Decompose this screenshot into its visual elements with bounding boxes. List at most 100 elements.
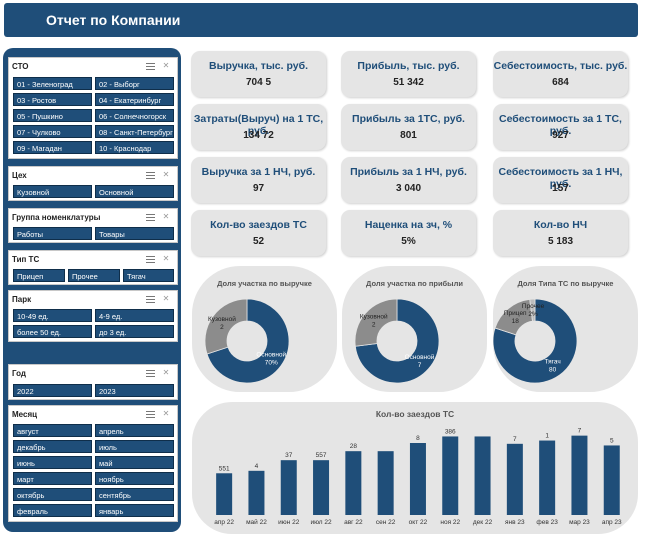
multi-select-icon[interactable] <box>146 256 155 263</box>
slicer-item-sto[interactable]: 03 - Ростов <box>13 93 92 106</box>
bar <box>313 460 330 515</box>
donut-title: Доля участка по прибыли <box>366 279 463 288</box>
bar-data-label: 4 <box>255 463 259 470</box>
slicer-item-sto[interactable]: 09 - Магадан <box>13 141 92 154</box>
slice-label: Прицеп <box>504 310 527 317</box>
slicer-item-park[interactable]: 4-9 ед. <box>95 309 174 322</box>
x-tick-label: сен 22 <box>376 519 396 526</box>
slice-label: Тягач <box>545 358 561 365</box>
clear-filter-icon[interactable]: ✕ <box>162 170 170 179</box>
slicer-item-type[interactable]: Прицеп <box>13 269 65 282</box>
clear-filter-icon[interactable]: ✕ <box>162 254 170 263</box>
slicer-item-month[interactable]: апрель <box>95 424 174 437</box>
x-tick-label: мар 23 <box>569 519 590 526</box>
filter-sidebar: СТО ✕ 01 - Зеленоград 02 - Выборг 03 - Ро… <box>3 48 181 532</box>
kpi-value: 51 342 <box>393 77 424 88</box>
bar <box>345 451 362 515</box>
multi-select-icon[interactable] <box>146 370 155 377</box>
slicer-item-group[interactable]: Работы <box>13 227 92 240</box>
slicer-item-month[interactable]: июль <box>95 440 174 453</box>
kpi-value: 704 5 <box>245 77 272 88</box>
slice-label: Кузовной <box>360 312 388 320</box>
slicer-item-month[interactable]: февраль <box>13 504 92 517</box>
slicer-item-sto[interactable]: 07 - Чулково <box>13 125 92 138</box>
kpi-profit: Прибыль, тыс. руб. 51 342 <box>341 51 476 97</box>
slicer-item-month[interactable]: август <box>13 424 92 437</box>
kpi-profit-per-hour: Прибыль за 1 НЧ, руб. 3 040 <box>341 157 476 203</box>
slicer-item-sto[interactable]: 08 - Санкт-Петербург <box>95 125 174 138</box>
bar <box>442 436 459 515</box>
slicer-item-sto[interactable]: 06 - Солнечногорск <box>95 109 174 122</box>
slicer-year: Год ✕ 2022 2023 <box>8 364 178 400</box>
slicer-item-sto[interactable]: 01 - Зеленоград <box>13 77 92 90</box>
bar-data-label: 551 <box>219 465 230 472</box>
kpi-value: 52 <box>252 236 265 247</box>
kpi-value: 134 72 <box>243 130 274 141</box>
slicer-item-sto[interactable]: 05 - Пушкино <box>13 109 92 122</box>
slicer-item-group[interactable]: Товары <box>95 227 174 240</box>
clear-filter-icon[interactable]: ✕ <box>162 368 170 377</box>
slicer-item-sto[interactable]: 10 - Краснодар <box>95 141 174 154</box>
report-header: Отчет по Компании <box>4 3 638 37</box>
kpi-value: 801 <box>400 130 417 141</box>
x-tick-label: апр 22 <box>214 519 234 526</box>
bar-data-label: 1 <box>545 433 549 440</box>
slicer-item-park[interactable]: до 3 ед. <box>95 325 174 338</box>
bar-card-vehicle-visits: Кол-во заездов ТС 551 апр 22 4 май 22 37 июн … <box>192 402 638 534</box>
slicer-item-sto[interactable]: 02 - Выборг <box>95 77 174 90</box>
bar-data-label: 557 <box>316 452 327 459</box>
slicer-item-park[interactable]: более 50 ед. <box>13 325 92 338</box>
slicer-ceh: Цех ✕ Кузовной Основной <box>8 166 178 201</box>
slicer-item-year[interactable]: 2022 <box>13 384 92 397</box>
slicer-item-month[interactable]: июнь <box>13 456 92 469</box>
slice-percent: 7 <box>418 362 422 369</box>
bar-chart: 551 апр 22 4 май 22 37 июн 22 557 июл 22 28 авг 2… <box>214 428 622 526</box>
slicer-item-type[interactable]: Тягач <box>123 269 174 282</box>
slice-percent: 2 <box>220 324 224 331</box>
slicer-item-month[interactable]: декабрь <box>13 440 92 453</box>
kpi-vehicle-visits: Кол-во заездов ТС 52 <box>191 210 326 256</box>
slice-percent: 80 <box>549 366 557 373</box>
multi-select-icon[interactable] <box>146 172 155 179</box>
kpi-title: Прибыль за 1 НЧ, руб. <box>350 166 467 178</box>
bar-data-label: 8 <box>416 435 420 442</box>
clear-filter-icon[interactable]: ✕ <box>162 294 170 303</box>
slicer-item-month[interactable]: январь <box>95 504 174 517</box>
slicer-item-ceh[interactable]: Кузовной <box>13 185 92 198</box>
slicer-title: Цех <box>12 171 27 180</box>
slice-percent: 70% <box>265 360 278 367</box>
slicer-item-park[interactable]: 10-49 ед. <box>13 309 92 322</box>
multi-select-icon[interactable] <box>146 296 155 303</box>
multi-select-icon[interactable] <box>146 214 155 221</box>
slicer-item-month[interactable]: сентябрь <box>95 488 174 501</box>
donut-card-profit-share: Доля участка по прибыли Основной 7 Кузовно… <box>342 266 487 392</box>
x-tick-label: янв 23 <box>505 519 525 526</box>
bar <box>474 436 491 515</box>
slicer-title: СТО <box>12 62 29 71</box>
slicer-item-year[interactable]: 2023 <box>95 384 174 397</box>
donut-slice <box>354 298 440 384</box>
slicer-item-ceh[interactable]: Основной <box>95 185 174 198</box>
donut-title: Доля участка по выручке <box>217 279 312 288</box>
slicer-sto: СТО ✕ 01 - Зеленоград 02 - Выборг 03 - Ро… <box>8 57 178 159</box>
kpi-title: Себестоимость, тыс. руб. <box>493 60 628 72</box>
kpi-profit-per-vehicle: Прибыль за 1ТС, руб. 801 <box>341 104 476 150</box>
x-tick-label: дек 22 <box>473 519 493 526</box>
multi-select-icon[interactable] <box>146 411 155 418</box>
slice-label: Кузовной <box>208 315 236 323</box>
kpi-title: Кол-во заездов ТС <box>210 219 307 231</box>
slicer-item-month[interactable]: октябрь <box>13 488 92 501</box>
slicer-item-type[interactable]: Прочее <box>68 269 120 282</box>
slice-percent: 18 <box>512 318 520 325</box>
slicer-month: Месяц ✕ август апрель декабрь июль июнь м… <box>8 405 178 522</box>
slicer-item-month[interactable]: ноябрь <box>95 472 174 485</box>
kpi-value: 5 183 <box>547 236 574 247</box>
multi-select-icon[interactable] <box>146 63 155 70</box>
clear-filter-icon[interactable]: ✕ <box>162 61 170 70</box>
clear-filter-icon[interactable]: ✕ <box>162 409 170 418</box>
slicer-item-month[interactable]: март <box>13 472 92 485</box>
slicer-item-sto[interactable]: 04 - Екатеринбург <box>95 93 174 106</box>
clear-filter-icon[interactable]: ✕ <box>162 212 170 221</box>
slicer-item-month[interactable]: май <box>95 456 174 469</box>
bar <box>248 470 265 515</box>
